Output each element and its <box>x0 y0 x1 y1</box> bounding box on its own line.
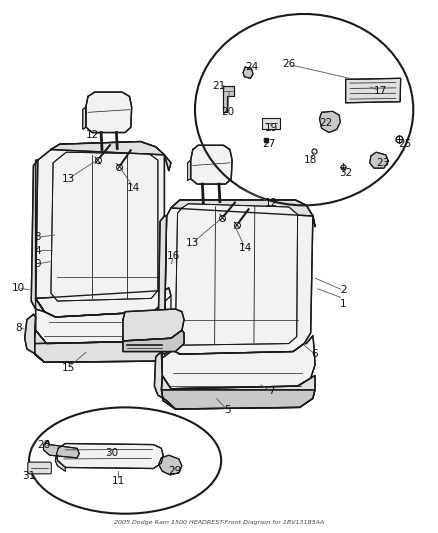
Text: 14: 14 <box>239 243 252 253</box>
Polygon shape <box>175 204 297 345</box>
Text: 24: 24 <box>245 62 258 72</box>
Text: 19: 19 <box>265 123 278 133</box>
Polygon shape <box>243 67 253 78</box>
Text: 25: 25 <box>398 139 411 149</box>
Polygon shape <box>191 146 232 184</box>
Polygon shape <box>154 352 175 409</box>
Polygon shape <box>33 341 172 362</box>
Text: 3: 3 <box>35 232 41 243</box>
Text: 11: 11 <box>112 476 125 486</box>
Text: 7: 7 <box>268 386 275 397</box>
Text: 29: 29 <box>169 466 182 476</box>
Polygon shape <box>370 152 389 168</box>
Polygon shape <box>43 441 79 458</box>
Text: 8: 8 <box>15 322 21 333</box>
Polygon shape <box>35 142 164 317</box>
Text: 9: 9 <box>35 259 41 269</box>
Polygon shape <box>86 92 132 133</box>
Text: 12: 12 <box>86 130 99 140</box>
FancyBboxPatch shape <box>28 462 51 474</box>
Text: 15: 15 <box>62 362 75 373</box>
Text: 10: 10 <box>11 283 25 293</box>
Text: 28: 28 <box>38 440 51 450</box>
Text: 21: 21 <box>212 81 226 91</box>
Text: 2005 Dodge Ram 1500 HEADREST-Front Diagram for 1BV131B5AA: 2005 Dodge Ram 1500 HEADREST-Front Diagr… <box>114 520 324 525</box>
Polygon shape <box>31 160 44 312</box>
Polygon shape <box>187 160 191 180</box>
Text: 30: 30 <box>106 448 119 457</box>
Text: 5: 5 <box>224 405 231 415</box>
Polygon shape <box>25 314 44 362</box>
Polygon shape <box>162 336 315 389</box>
Text: 17: 17 <box>374 86 387 96</box>
Polygon shape <box>123 309 184 341</box>
Text: 23: 23 <box>376 158 389 168</box>
Polygon shape <box>346 78 401 103</box>
Polygon shape <box>123 330 184 352</box>
Text: 13: 13 <box>62 174 75 184</box>
Polygon shape <box>33 330 172 362</box>
Text: 2: 2 <box>340 286 347 295</box>
Text: 31: 31 <box>22 472 36 481</box>
Text: 12: 12 <box>265 198 278 208</box>
Polygon shape <box>35 288 171 317</box>
Text: 16: 16 <box>166 251 180 261</box>
Text: 20: 20 <box>221 107 234 117</box>
Bar <box>262 118 280 130</box>
Text: 13: 13 <box>186 238 199 247</box>
Polygon shape <box>55 454 65 471</box>
Polygon shape <box>159 455 182 475</box>
Polygon shape <box>51 152 158 301</box>
Text: 27: 27 <box>263 139 276 149</box>
Polygon shape <box>51 142 171 171</box>
Text: 26: 26 <box>282 60 296 69</box>
Text: 22: 22 <box>319 118 332 128</box>
Text: 4: 4 <box>35 246 41 255</box>
Text: 6: 6 <box>312 349 318 359</box>
Polygon shape <box>57 443 163 469</box>
Polygon shape <box>319 111 340 133</box>
Text: 18: 18 <box>304 155 317 165</box>
Polygon shape <box>171 200 315 227</box>
Text: 32: 32 <box>339 168 352 179</box>
Polygon shape <box>83 107 86 130</box>
Polygon shape <box>161 375 315 409</box>
Polygon shape <box>161 390 315 409</box>
Polygon shape <box>35 288 171 344</box>
Text: 1: 1 <box>340 298 347 309</box>
Polygon shape <box>223 86 234 112</box>
Polygon shape <box>158 216 171 354</box>
Polygon shape <box>164 200 313 354</box>
Text: 14: 14 <box>127 183 141 193</box>
